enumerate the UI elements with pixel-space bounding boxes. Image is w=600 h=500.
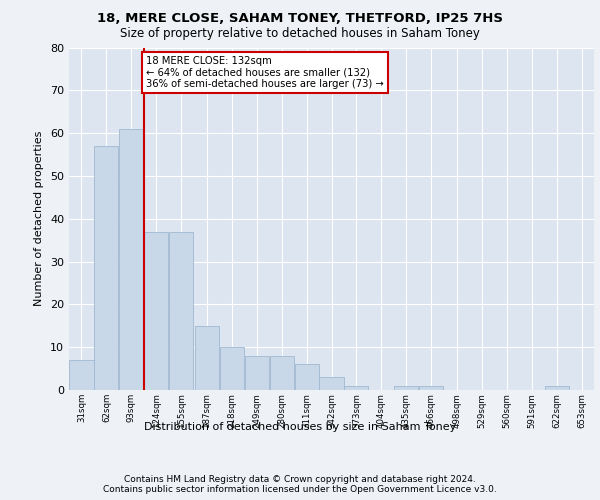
Bar [119,129,143,390]
Bar [269,356,294,390]
Y-axis label: Number of detached properties: Number of detached properties [34,131,44,306]
Bar [545,386,569,390]
Bar [344,386,368,390]
Bar [70,360,94,390]
Bar [169,232,193,390]
Bar [245,356,269,390]
Bar [195,326,219,390]
Text: Contains public sector information licensed under the Open Government Licence v3: Contains public sector information licen… [103,485,497,494]
Bar [295,364,319,390]
Bar [94,146,118,390]
Bar [144,232,168,390]
Text: Distribution of detached houses by size in Saham Toney: Distribution of detached houses by size … [144,422,456,432]
Bar [220,347,244,390]
Text: Size of property relative to detached houses in Saham Toney: Size of property relative to detached ho… [120,28,480,40]
Bar [319,377,344,390]
Bar [419,386,443,390]
Bar [394,386,418,390]
Text: Contains HM Land Registry data © Crown copyright and database right 2024.: Contains HM Land Registry data © Crown c… [124,475,476,484]
Text: 18 MERE CLOSE: 132sqm
← 64% of detached houses are smaller (132)
36% of semi-det: 18 MERE CLOSE: 132sqm ← 64% of detached … [146,56,384,90]
Text: 18, MERE CLOSE, SAHAM TONEY, THETFORD, IP25 7HS: 18, MERE CLOSE, SAHAM TONEY, THETFORD, I… [97,12,503,25]
